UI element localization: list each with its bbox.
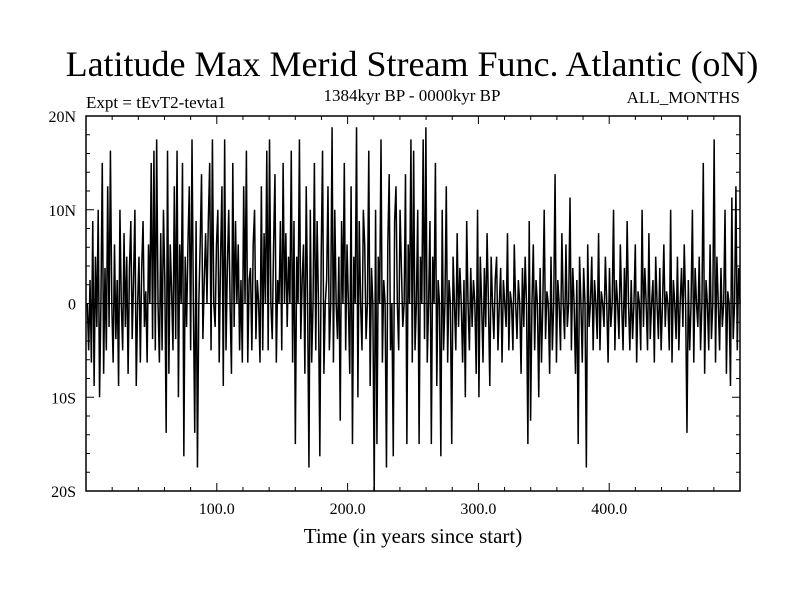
series-line-0 xyxy=(86,127,741,492)
axes: 20N 10N 0 10S 20S 100.0 200.0 300.0 400.0 xyxy=(48,109,740,518)
chart-title: Latitude Max Merid Stream Func. Atlantic… xyxy=(66,44,759,84)
x-tick-label: 300.0 xyxy=(460,501,496,518)
y-tick-label: 10N xyxy=(48,203,76,220)
x-tick-label: 400.0 xyxy=(591,501,627,518)
period-label: 1384kyr BP - 0000kyr BP xyxy=(324,86,501,105)
plot-frame xyxy=(85,115,741,492)
x-tick-label: 100.0 xyxy=(199,501,235,518)
x-tick-label: 200.0 xyxy=(330,501,366,518)
x-axis-label: Time (in years since start) xyxy=(304,524,523,548)
y-tick-label: 0 xyxy=(68,297,76,314)
series-layer xyxy=(86,127,741,492)
months-label: ALL_MONTHS xyxy=(627,88,740,107)
y-tick-label: 10S xyxy=(51,390,76,407)
y-tick-label: 20S xyxy=(51,484,76,501)
y-tick-label: 20N xyxy=(48,109,76,126)
expt-label: Expt = tEvT2-tevta1 xyxy=(86,93,226,112)
